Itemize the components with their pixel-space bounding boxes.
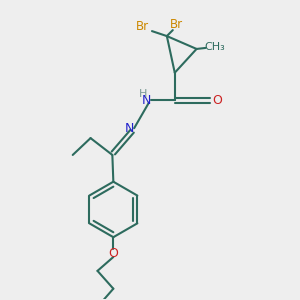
- Text: CH₃: CH₃: [204, 42, 225, 52]
- Text: Br: Br: [136, 20, 148, 33]
- Text: O: O: [212, 94, 222, 107]
- Text: H: H: [139, 88, 147, 98]
- Text: O: O: [108, 247, 118, 260]
- Text: N: N: [142, 94, 151, 107]
- Text: Br: Br: [170, 18, 183, 31]
- Text: N: N: [125, 122, 134, 135]
